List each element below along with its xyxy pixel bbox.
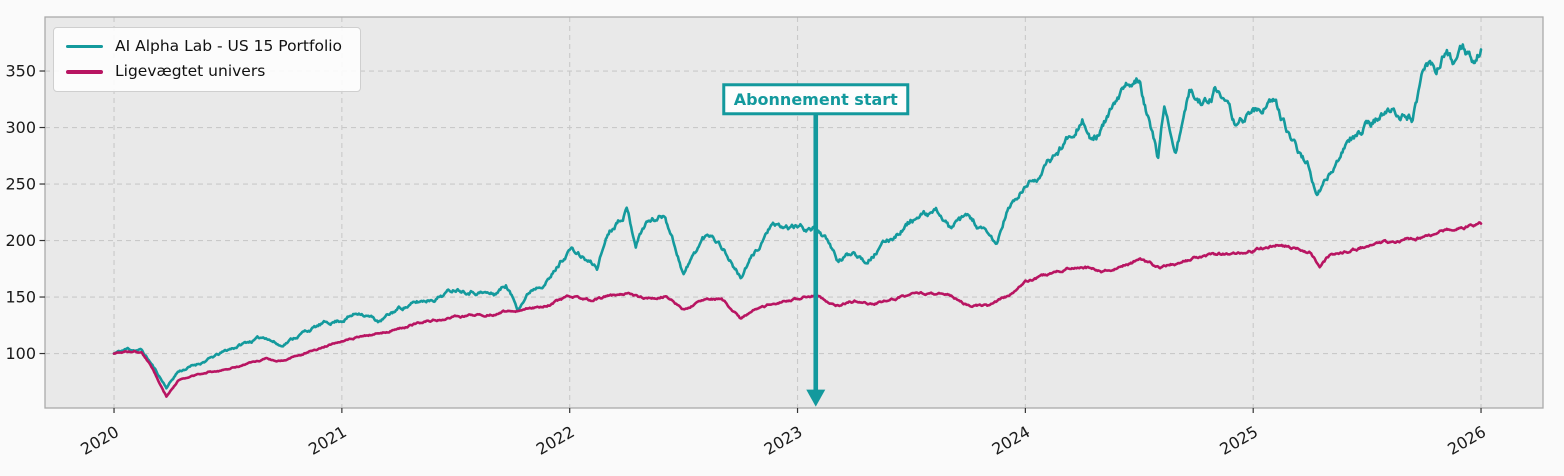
legend-item-universe: Ligevægtet univers <box>66 62 342 81</box>
y-tick-label: 350 <box>5 62 36 81</box>
x-tick-label: 2021 <box>305 422 350 459</box>
legend: AI Alpha Lab - US 15 Portfolio Ligevægte… <box>53 27 362 92</box>
series-line-universe <box>112 221 1483 398</box>
annotation-box <box>722 83 910 116</box>
x-tick-label: 2020 <box>77 422 122 459</box>
x-tick-label: 2024 <box>989 422 1034 459</box>
legend-label-portfolio: AI Alpha Lab - US 15 Portfolio <box>115 37 343 55</box>
universe-line-sample <box>66 70 103 74</box>
series-line-portfolio <box>112 43 1483 390</box>
x-tick-label: 2023 <box>761 422 806 459</box>
annotation-arrowhead <box>806 389 826 407</box>
plot-border <box>44 16 1544 409</box>
x-tick-label: 2022 <box>533 422 578 459</box>
legend-label-universe: Ligevægtet univers <box>115 62 266 81</box>
y-tick-label: 150 <box>5 288 36 307</box>
legend-item-portfolio: AI Alpha Lab - US 15 Portfolio <box>66 37 342 56</box>
y-tick-label: 100 <box>5 344 36 363</box>
portfolio-line-sample <box>66 44 103 49</box>
x-tick-label: 2025 <box>1216 422 1261 459</box>
y-tick-label: 250 <box>5 175 36 194</box>
y-tick-label: 200 <box>5 231 36 250</box>
annotation-label: Abonnement start <box>734 90 898 109</box>
y-tick-label: 300 <box>5 118 36 137</box>
x-tick-label: 2026 <box>1444 422 1489 459</box>
